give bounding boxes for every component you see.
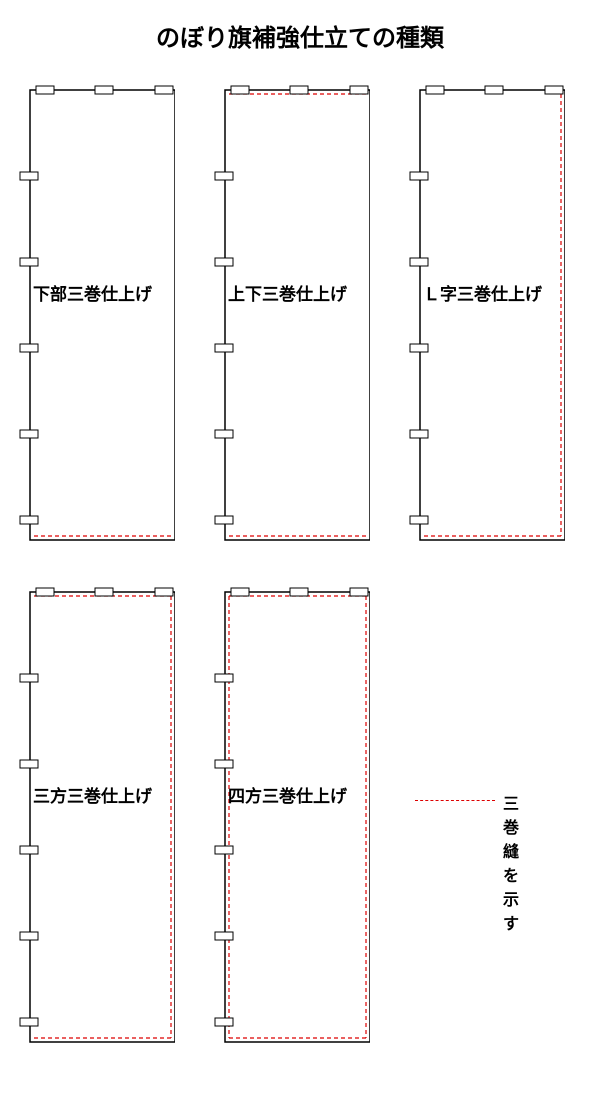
flag-outline	[30, 592, 175, 1042]
flag-label: 下部三巻仕上げ	[10, 280, 175, 305]
flag-svg	[10, 582, 175, 1052]
pole-tabs	[410, 86, 563, 524]
flag-diagram: 下部三巻仕上げ	[10, 80, 175, 550]
pole-tabs	[215, 588, 368, 1026]
pole-tabs	[215, 86, 368, 524]
pole-tabs	[20, 86, 173, 524]
flag-outline	[420, 90, 565, 540]
flag-diagram: 四方三巻仕上げ	[205, 582, 370, 1052]
flag-svg	[205, 582, 370, 1052]
flag-diagram: 上下三巻仕上げ	[205, 80, 370, 550]
reinforcement-stitch	[229, 596, 366, 1038]
reinforcement-stitch	[34, 596, 171, 1038]
flag-svg	[205, 80, 370, 550]
pole-tabs	[20, 588, 173, 1026]
flag-label: 四方三巻仕上げ	[205, 782, 370, 807]
flag-diagram: Ｌ字三巻仕上げ	[400, 80, 565, 550]
reinforcement-stitch	[424, 94, 561, 536]
flag-label: 三方三巻仕上げ	[10, 782, 175, 807]
legend-dash	[415, 800, 495, 801]
flag-outline	[30, 90, 175, 540]
flag-outline	[225, 90, 370, 540]
flag-svg	[400, 80, 565, 550]
flag-svg	[10, 80, 175, 550]
flag-label: Ｌ字三巻仕上げ	[400, 280, 565, 305]
flag-outline	[225, 592, 370, 1042]
flag-label: 上下三巻仕上げ	[205, 280, 370, 305]
flag-diagram: 三方三巻仕上げ	[10, 582, 175, 1052]
page-title: のぼり旗補強仕立ての種類	[0, 18, 600, 53]
reinforcement-stitch	[229, 94, 366, 536]
legend-label: 三巻縫を示す	[503, 790, 519, 934]
